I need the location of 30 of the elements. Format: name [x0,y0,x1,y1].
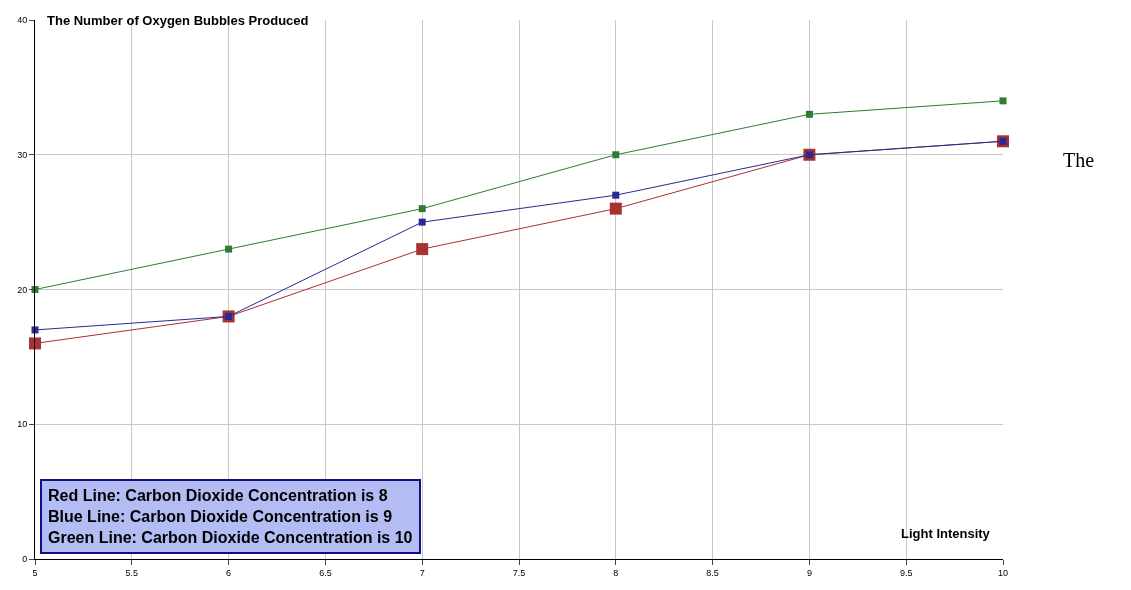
x-tick-label: 7.5 [512,567,526,578]
y-tick-label: 40 [17,15,28,26]
point [418,205,426,213]
y-tick-label: 0 [22,554,28,565]
x-tick-label: 6.5 [319,567,332,578]
x-tick-label: 10 [997,567,1009,578]
point [612,191,620,199]
x-tick-label: 6 [226,567,232,578]
x-tick-label: 5.5 [125,567,139,578]
x-tick-label: 9 [806,567,812,578]
y-axis-title: The Number of Oxygen Bubbles Produced [47,13,309,28]
x-tick-label: 8 [613,567,619,578]
point [29,337,41,350]
x-axis-title: Light Intensity [901,526,991,541]
x-tick-label: 7 [419,567,425,578]
point [999,97,1007,105]
point [805,110,813,118]
y-tick-label: 30 [17,149,28,160]
annotation: Red Line: Carbon Dioxide Concentration is 8 Blue Line: Carbon Dioxide Concentration is 9 Green Line: Carbon Dioxide Concentration is 10 [48,487,413,546]
text: The [1063,149,1095,171]
point [612,151,620,159]
x-tick-label: 8.5 [706,567,719,578]
y-tick-label: 10 [17,419,28,430]
x-tick-label: 5 [32,567,38,578]
point [225,245,233,253]
y-tick-label: 20 [17,284,28,295]
point [416,243,429,256]
point [609,202,622,215]
point [418,218,426,226]
x-tick-label: 9.5 [899,567,913,578]
